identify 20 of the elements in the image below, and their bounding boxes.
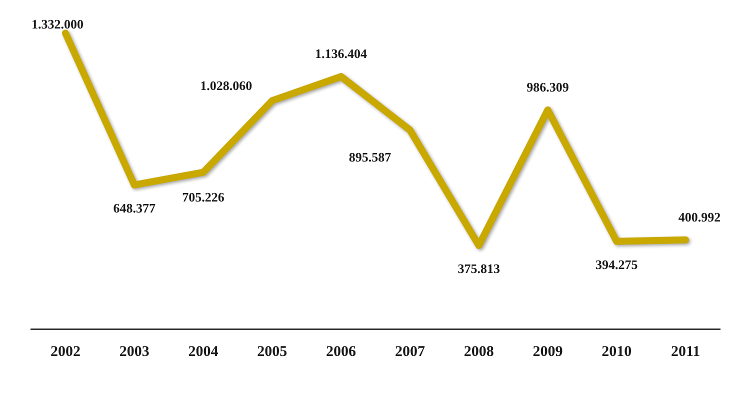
data-label: 705.226 (182, 190, 225, 205)
x-tick-label: 2006 (326, 344, 357, 360)
data-label: 986.309 (526, 79, 570, 94)
x-tick-label: 2011 (670, 344, 700, 360)
x-tick-label: 2007 (394, 344, 426, 360)
x-tick-label: 2010 (602, 344, 632, 360)
data-label: 1.332.000 (31, 16, 84, 32)
data-label: 648.377 (113, 200, 156, 216)
x-tick-label: 2009 (532, 344, 563, 360)
data-label: 375.813 (458, 260, 500, 276)
data-label: 1.136.404 (315, 46, 368, 61)
x-tick-label: 2003 (119, 344, 150, 360)
x-tick-label: 2008 (464, 344, 494, 360)
data-label: 895.587 (348, 149, 392, 164)
data-label: 1.028.060 (200, 78, 252, 93)
x-tick-label: 2002 (50, 344, 80, 360)
data-label: 400.992 (678, 209, 721, 224)
x-tick-label: 2005 (257, 344, 288, 360)
x-tick-label: 2004 (188, 344, 219, 360)
data-label: 394.275 (596, 256, 638, 272)
